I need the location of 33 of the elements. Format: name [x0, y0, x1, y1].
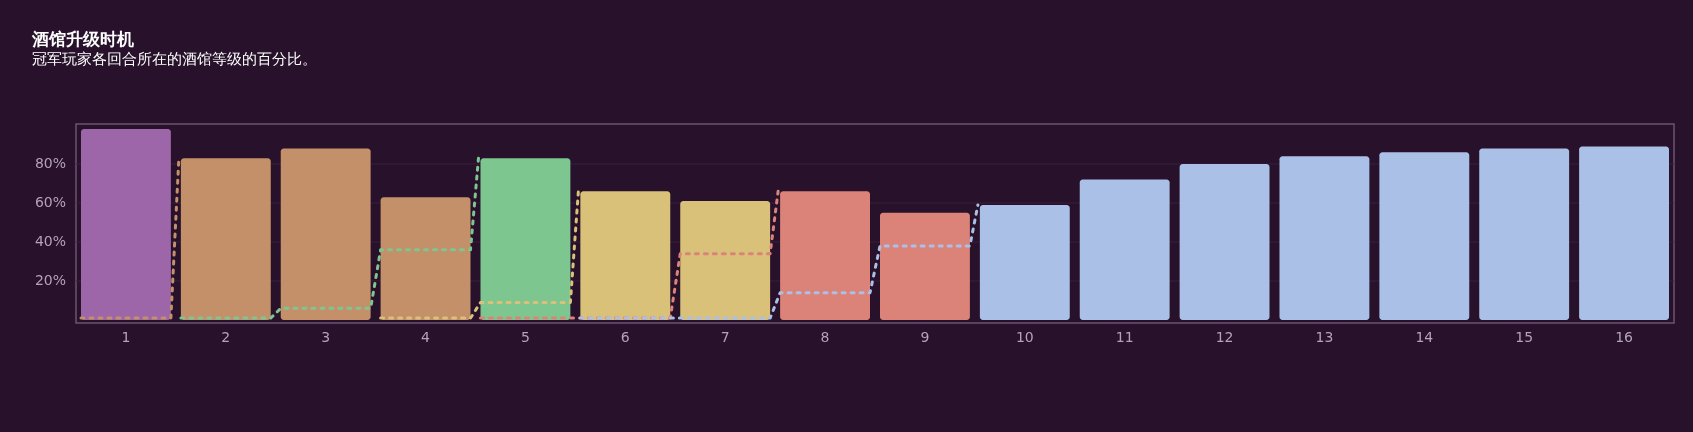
y-tick-label: 60% [34, 194, 66, 211]
bar [1479, 148, 1570, 321]
chart-title: 酒馆升级时机 [31, 29, 134, 49]
x-tick-label: 9 [920, 329, 930, 345]
x-tick-label: 12 [1215, 329, 1234, 345]
x-tick-label: 11 [1115, 329, 1134, 345]
bar [1279, 156, 1370, 321]
x-tick-label: 3 [321, 329, 331, 345]
bar [1179, 164, 1270, 321]
x-tick-label: 14 [1415, 329, 1434, 345]
bar [1379, 152, 1470, 321]
bar [1579, 146, 1670, 321]
bar [1079, 179, 1170, 321]
y-tick-label: 20% [34, 272, 66, 289]
bar [879, 212, 970, 321]
bar [680, 201, 771, 321]
x-tick-label: 15 [1515, 329, 1534, 345]
x-tick-label: 5 [520, 329, 530, 345]
y-tick-label: 40% [34, 233, 66, 250]
x-tick-label: 16 [1615, 329, 1634, 345]
y-tick-label: 80% [34, 155, 66, 171]
bar [380, 197, 471, 321]
x-tick-label: 10 [1015, 329, 1034, 345]
x-tick-label: 8 [820, 329, 830, 345]
x-tick-label: 7 [720, 329, 730, 345]
bar [280, 148, 371, 321]
x-tick-label: 1 [121, 329, 131, 345]
x-tick-label: 2 [221, 329, 231, 345]
x-tick-label: 6 [620, 329, 630, 345]
chart-subtitle: 冠军玩家各回合所在的酒馆等级的百分比。 [32, 50, 317, 68]
bar [80, 128, 171, 321]
x-tick-label: 4 [421, 329, 431, 345]
x-tick-label: 13 [1315, 329, 1334, 345]
